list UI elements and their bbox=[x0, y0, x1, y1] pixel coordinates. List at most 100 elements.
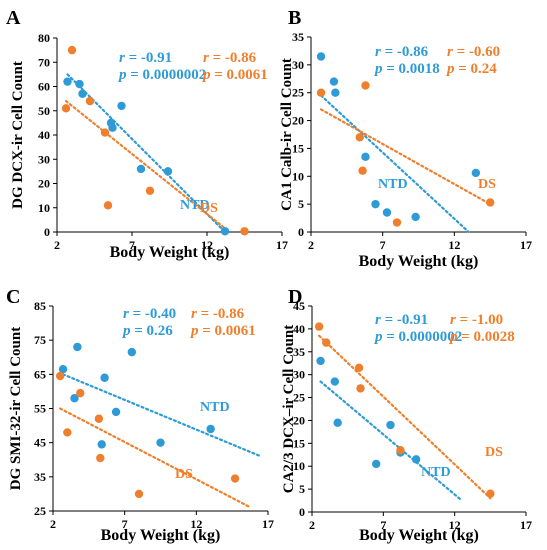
ds-point bbox=[96, 453, 105, 463]
y-tick-label: 0 bbox=[44, 225, 50, 239]
ds-p-stat: p = 0.0061 bbox=[189, 323, 256, 339]
ntd-trendline bbox=[319, 94, 470, 234]
ds-point bbox=[358, 166, 367, 175]
ds-r-stat: r = -0.86 bbox=[191, 306, 245, 322]
ds-point bbox=[145, 186, 155, 195]
ds-point bbox=[361, 81, 370, 90]
ntd-point bbox=[97, 440, 106, 449]
ntd-point bbox=[411, 455, 421, 464]
ntd-trendline bbox=[319, 380, 463, 502]
r-value: = -1.00 bbox=[456, 312, 503, 328]
ntd-point bbox=[206, 424, 215, 434]
y-tick-label: 35 bbox=[293, 345, 305, 359]
p-value: = 0.0061 bbox=[211, 67, 268, 83]
y-tick-label: 65 bbox=[34, 367, 46, 381]
y-tick-label: 40 bbox=[293, 322, 305, 336]
x-tick-label: 2 bbox=[54, 238, 60, 252]
x-tick-label: 7 bbox=[122, 517, 128, 531]
ds-r-stat: r = -0.60 bbox=[447, 44, 500, 60]
y-tick-label: 10 bbox=[293, 459, 305, 473]
r-value: = -0.40 bbox=[129, 306, 176, 322]
y-tick-label: 5 bbox=[299, 482, 305, 496]
panel-letter: D bbox=[288, 286, 302, 308]
ntd-point bbox=[220, 227, 230, 236]
ds-point bbox=[392, 218, 402, 227]
ds-point bbox=[61, 104, 71, 113]
ntd-point bbox=[78, 89, 87, 98]
ntd-point bbox=[371, 199, 380, 209]
y-tick-label: 10 bbox=[292, 169, 304, 183]
ds-series-label: DS bbox=[175, 467, 193, 482]
y-axis-label: CA1 Calb-ir Cell Count bbox=[279, 58, 295, 211]
x-axis-label: Body Weight (kg) bbox=[110, 244, 230, 261]
ntd-r-stat: r = -0.86 bbox=[375, 44, 429, 60]
y-tick-label: 45 bbox=[34, 436, 46, 450]
ds-trendline bbox=[318, 334, 492, 500]
ds-r-stat: r = -0.86 bbox=[203, 50, 257, 66]
y-tick-label: 20 bbox=[38, 177, 50, 191]
y-tick-label: 15 bbox=[293, 436, 305, 450]
r-symbol: r bbox=[375, 44, 381, 60]
ds-point bbox=[100, 128, 110, 137]
r-value: = -0.60 bbox=[453, 44, 500, 60]
ds-p-stat: p = 0.24 bbox=[445, 61, 497, 77]
ntd-point bbox=[333, 418, 342, 427]
ntd-series-label: NTD bbox=[421, 465, 451, 480]
ntd-r-stat: r = -0.40 bbox=[123, 306, 176, 322]
r-symbol: r bbox=[123, 306, 129, 322]
y-tick-label: 25 bbox=[34, 504, 46, 518]
ntd-point bbox=[70, 394, 79, 403]
y-tick-label: 45 bbox=[293, 299, 305, 313]
ntd-r-stat: r = -0.91 bbox=[119, 50, 172, 66]
ds-trendline bbox=[64, 99, 231, 234]
p-value: = 0.0028 bbox=[458, 329, 515, 345]
p-symbol: p bbox=[189, 323, 199, 339]
y-tick-label: 5 bbox=[298, 197, 304, 211]
ds-trendline bbox=[319, 108, 492, 206]
ds-point bbox=[76, 388, 85, 398]
ntd-p-stat: p = 0.26 bbox=[121, 323, 173, 339]
ds-series-label: DS bbox=[200, 201, 218, 216]
ntd-point bbox=[63, 77, 72, 86]
r-symbol: r bbox=[119, 50, 125, 66]
y-axis-label: CA2/3 DCX–ir Cell Count bbox=[281, 325, 297, 493]
panel-letter: B bbox=[288, 7, 301, 29]
x-axis-label: Body Weight (kg) bbox=[359, 527, 479, 544]
y-axis-label: DG DCX-ir Cell Count bbox=[10, 61, 26, 209]
ds-point bbox=[485, 198, 495, 207]
p-symbol: p bbox=[448, 329, 458, 345]
x-tick-label: 7 bbox=[380, 518, 386, 532]
x-axis-label: Body Weight (kg) bbox=[359, 253, 479, 270]
r-symbol: r bbox=[203, 50, 209, 66]
y-axis-label: DG SMI-32-ir Cell Count bbox=[8, 327, 24, 490]
x-tick-label: 2 bbox=[309, 518, 315, 532]
ds-point bbox=[240, 227, 249, 236]
ntd-point bbox=[382, 208, 392, 217]
x-tick-label: 17 bbox=[276, 238, 288, 252]
y-tick-label: 0 bbox=[299, 505, 305, 519]
ntd-point bbox=[316, 356, 325, 366]
ds-p-stat: p = 0.0028 bbox=[448, 329, 515, 345]
r-value: = -0.86 bbox=[381, 44, 429, 60]
panel-a: A 0 10 20 30 40 50 60 70 80 2 7 12 17 Body Weight (kg)… bbox=[6, 7, 288, 261]
p-value: = 0.0000002 bbox=[127, 67, 207, 83]
x-tick-label: 7 bbox=[380, 238, 386, 252]
x-axis-label: Body Weight (kg) bbox=[101, 527, 221, 544]
panel-b: B 0 5 10 15 20 25 30 35 2 7 12 17 Body Weight (kg) CA1… bbox=[279, 7, 532, 270]
r-symbol: r bbox=[191, 306, 197, 322]
ntd-point bbox=[127, 347, 137, 357]
ds-point bbox=[230, 474, 240, 483]
ntd-r-stat: r = -0.91 bbox=[375, 312, 428, 328]
ds-series-label: DS bbox=[478, 177, 496, 192]
ntd-point bbox=[117, 101, 126, 111]
ntd-p-stat: p = 0.0018 bbox=[373, 61, 440, 77]
y-tick-label: 55 bbox=[34, 402, 46, 416]
p-symbol: p bbox=[445, 61, 455, 77]
ntd-series-label: NTD bbox=[200, 400, 230, 415]
p-symbol: p bbox=[121, 323, 131, 339]
p-symbol: p bbox=[201, 67, 211, 83]
ntd-point bbox=[108, 123, 117, 132]
ntd-point bbox=[386, 420, 395, 430]
ds-point bbox=[55, 371, 65, 381]
panel-c: C 25 35 45 55 65 75 85 2 7 12 17 Body Weight (kg) DG … bbox=[6, 286, 274, 544]
